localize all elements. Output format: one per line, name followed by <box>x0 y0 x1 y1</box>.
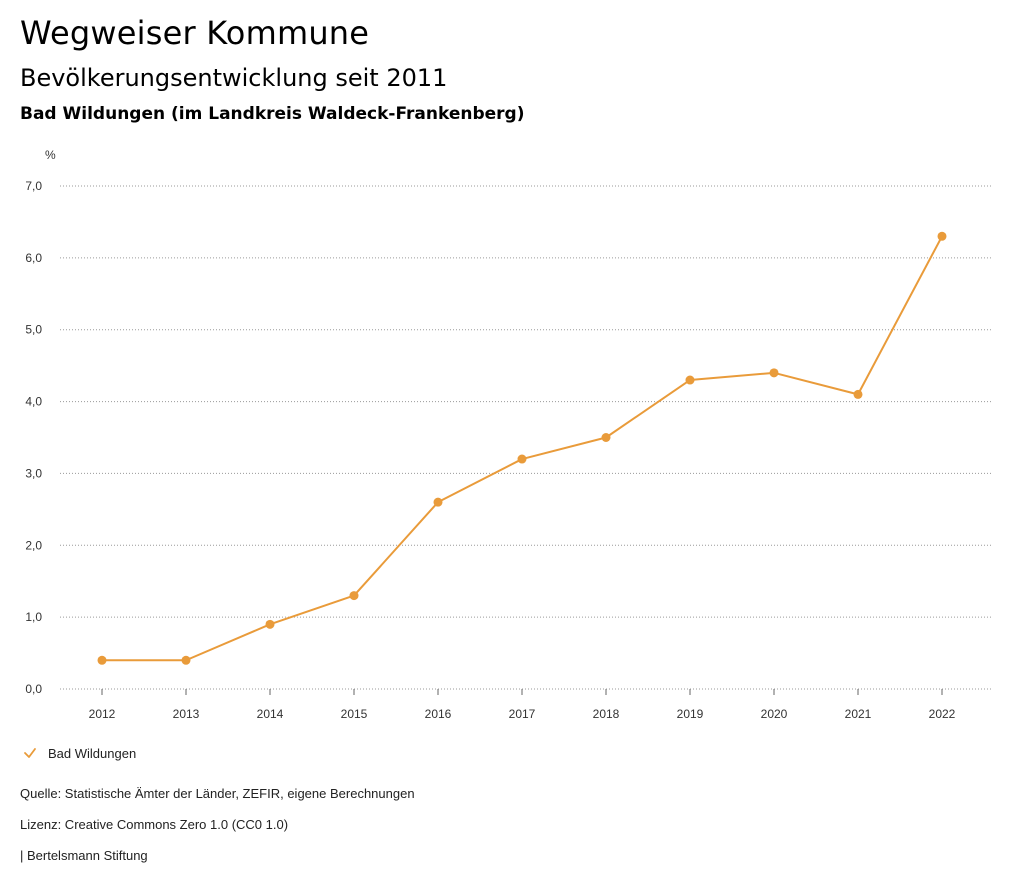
x-axis-ticks: 2012 2013 2014 2015 2016 2017 2018 2019 2020 2021… <box>89 689 956 720</box>
region-label: Bad Wildungen (im Landkreis Waldeck-Fran… <box>20 104 525 124</box>
data-point[interactable] <box>517 454 527 464</box>
x-tick-label: 2019 <box>677 707 704 720</box>
data-point[interactable] <box>853 389 863 399</box>
page-title: Wegweiser Kommune <box>20 14 370 52</box>
data-point[interactable] <box>769 368 779 378</box>
y-tick-label: 2,0 <box>25 538 42 552</box>
x-tick-label: 2016 <box>425 707 452 720</box>
legend[interactable]: Bad Wildungen <box>22 745 136 761</box>
x-tick-label: 2015 <box>341 707 368 720</box>
data-point[interactable] <box>937 231 947 241</box>
y-tick-label: 6,0 <box>25 251 42 265</box>
x-tick-label: 2017 <box>509 707 536 720</box>
x-tick-label: 2021 <box>845 707 872 720</box>
y-tick-label: 3,0 <box>25 466 42 480</box>
legend-check-icon <box>24 748 36 758</box>
publisher-note: | Bertelsmann Stiftung <box>20 848 148 863</box>
series-bad-wildungen <box>97 231 947 665</box>
data-point[interactable] <box>685 375 695 385</box>
data-point[interactable] <box>433 497 443 507</box>
legend-label: Bad Wildungen <box>48 745 137 761</box>
grid-lines <box>60 185 992 690</box>
x-tick-label: 2012 <box>89 707 116 720</box>
license-note: Lizenz: Creative Commons Zero 1.0 (CC0 1… <box>20 817 289 832</box>
y-axis-ticks: 0,0 1,0 2,0 3,0 4,0 5,0 6,0 7,0 <box>25 179 42 696</box>
y-unit-label: % <box>45 148 56 162</box>
x-tick-label: 2014 <box>257 707 284 720</box>
y-tick-label: 1,0 <box>25 610 42 624</box>
x-tick-label: 2020 <box>761 707 788 720</box>
y-tick-label: 7,0 <box>25 179 42 193</box>
y-tick-label: 5,0 <box>25 323 42 337</box>
x-tick-label: 2013 <box>173 707 200 720</box>
x-tick-label: 2022 <box>929 707 956 720</box>
data-point[interactable] <box>349 591 359 601</box>
line-chart: % 0,01,02,03,04,05,06,07,0 2012 2013 2014 2… <box>25 148 992 720</box>
data-point[interactable] <box>265 619 275 629</box>
data-point[interactable] <box>601 433 611 442</box>
page-subtitle: Bevölkerungsentwicklung seit 2011 <box>20 64 448 92</box>
y-tick-label: 4,0 <box>25 395 42 409</box>
data-point[interactable] <box>181 655 191 665</box>
source-note: Quelle: Statistische Ämter der Länder, Z… <box>20 786 415 801</box>
series-line <box>102 235 943 662</box>
data-point[interactable] <box>97 655 107 665</box>
x-tick-label: 2018 <box>593 707 620 720</box>
y-tick-label: 0,0 <box>25 682 42 696</box>
